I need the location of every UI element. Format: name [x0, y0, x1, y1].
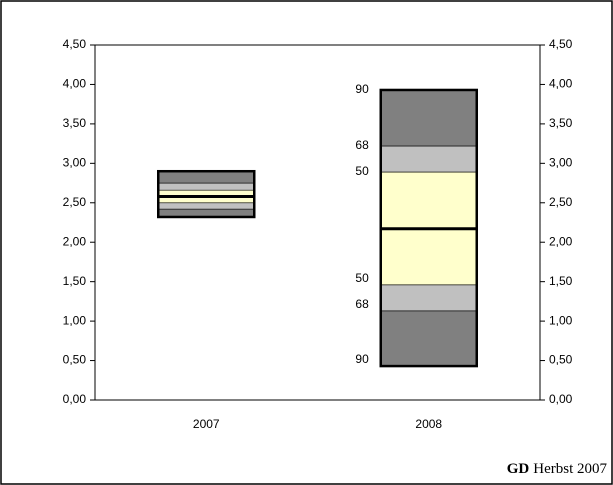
- x-tick-label: 2007: [193, 417, 220, 431]
- band: [380, 89, 478, 147]
- y-tick-label: 0,00: [63, 392, 87, 406]
- y-tick-label: 1,00: [63, 313, 87, 327]
- y-tick-label: 2,50: [63, 195, 87, 209]
- band-label: 90: [355, 352, 369, 366]
- band: [380, 228, 478, 286]
- source: GD Herbst 2007: [507, 461, 608, 477]
- band: [380, 171, 478, 230]
- band: [380, 145, 478, 173]
- band-label: 50: [355, 164, 369, 178]
- y2-tick-label: 1,50: [549, 274, 573, 288]
- y-tick-label: 3,00: [63, 156, 87, 170]
- bar-outline: [157, 169, 256, 219]
- plot-area: [94, 44, 541, 401]
- band-label: 50: [355, 271, 369, 285]
- y-tick-label: 4,00: [63, 77, 87, 91]
- y-tick-label: 1,50: [63, 274, 87, 288]
- y-tick-label: 4,50: [63, 37, 87, 51]
- y2-tick-label: 0,50: [549, 353, 573, 367]
- y2-tick-label: 2,00: [549, 234, 573, 248]
- band: [380, 284, 478, 312]
- y2-tick-label: 4,00: [549, 77, 573, 91]
- y2-tick-label: 2,50: [549, 195, 573, 209]
- band: [380, 310, 478, 367]
- source-bold: GD: [507, 461, 530, 477]
- band-label: 90: [355, 82, 369, 96]
- band: [157, 202, 255, 210]
- y-tick-label: 3,50: [63, 116, 87, 130]
- y-tick-label: 0,50: [63, 353, 87, 367]
- y-tick-label: 2,00: [63, 234, 87, 248]
- x-tick-label: 2008: [415, 417, 442, 431]
- source-text: Herbst 2007: [533, 461, 607, 477]
- band: [157, 170, 255, 184]
- y2-tick-label: 4,50: [549, 37, 573, 51]
- y2-tick-label: 3,50: [549, 116, 573, 130]
- band-label: 68: [355, 297, 369, 311]
- band: [157, 182, 255, 191]
- band-label: 68: [355, 138, 369, 152]
- y2-tick-label: 3,00: [549, 156, 573, 170]
- y2-tick-label: 1,00: [549, 313, 573, 327]
- y2-tick-label: 0,00: [549, 392, 573, 406]
